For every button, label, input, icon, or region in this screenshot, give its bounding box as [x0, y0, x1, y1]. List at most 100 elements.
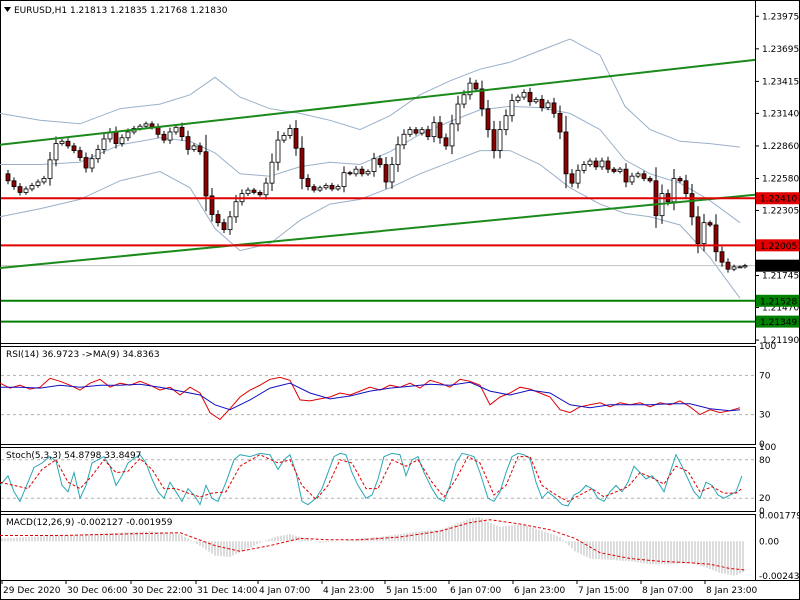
- candle-body: [683, 180, 689, 194]
- price-tick-label: 1.22305: [762, 206, 799, 216]
- candle-body: [383, 164, 389, 183]
- candle-body: [209, 195, 215, 215]
- time-tick-label: 29 Dec 2020: [3, 586, 61, 596]
- candle-body: [467, 82, 473, 96]
- candle-body: [95, 149, 101, 160]
- candle-body: [623, 168, 629, 183]
- price-tick-label: 1.21745: [762, 272, 799, 282]
- candle-body: [155, 126, 161, 135]
- candle-body: [65, 140, 71, 147]
- candle-body: [305, 178, 311, 188]
- candle-body: [359, 168, 365, 175]
- candle-body: [719, 251, 725, 263]
- bollinger-lower-line: [0, 150, 741, 299]
- time-tick-label: 30 Dec 22:00: [132, 586, 193, 596]
- candle-body: [101, 138, 107, 150]
- rsi-line: [0, 376, 741, 421]
- candle-body: [215, 214, 221, 224]
- time-tick-label: 8 Jan 07:00: [642, 586, 694, 596]
- candle-body: [443, 137, 449, 147]
- candle-body: [521, 92, 527, 98]
- candle-body: [491, 129, 497, 151]
- candle-body: [419, 129, 425, 134]
- candle-body: [641, 173, 647, 179]
- candle-body: [533, 99, 539, 103]
- macd-tick-label: -0.002433: [759, 572, 800, 582]
- collapse-triangle-icon: [4, 7, 11, 12]
- candle-body: [545, 102, 551, 108]
- candle-body: [569, 173, 575, 184]
- candle-body: [611, 168, 617, 172]
- candle-body: [527, 92, 533, 103]
- time-tick-label: 31 Dec 14:00: [197, 586, 258, 596]
- candle-body: [563, 131, 569, 175]
- price-tick-label: 1.23415: [762, 77, 799, 87]
- time-tick-label: 7 Jan 15:00: [578, 586, 630, 596]
- candle-body: [293, 128, 299, 149]
- time-tick-label: 8 Jan 23:00: [706, 586, 758, 596]
- candle-body: [191, 145, 197, 150]
- stoch-header: Stoch(5,3,3) 54.8798 33.8497: [6, 451, 141, 461]
- candle-body: [287, 128, 293, 136]
- time-tick-label: 30 Dec 06:00: [67, 586, 128, 596]
- candle-body: [35, 181, 41, 186]
- pane-frame-stoch: [0, 447, 756, 512]
- candle-body: [587, 160, 593, 165]
- candle-body: [509, 100, 515, 117]
- candle-body: [689, 193, 695, 218]
- candle-body: [143, 123, 149, 127]
- stoch-signal-line: [0, 454, 743, 502]
- candle-body: [77, 150, 83, 158]
- rsi-tick-label: 100: [759, 342, 776, 352]
- candle-body: [581, 164, 587, 171]
- candle-body: [263, 182, 269, 196]
- candle-body: [257, 192, 263, 196]
- candle-body: [485, 108, 491, 131]
- candle-body: [245, 189, 251, 194]
- bollinger-middle-line: [0, 105, 741, 224]
- candle-body: [227, 216, 233, 231]
- rsi-tick-label: 0: [759, 440, 765, 450]
- candle-body: [473, 82, 479, 90]
- candle-body: [449, 123, 455, 147]
- candle-body: [407, 129, 413, 135]
- candle-body: [479, 88, 485, 110]
- candle-body: [173, 126, 179, 133]
- macd-signal-line: [0, 519, 746, 571]
- candle-body: [89, 158, 95, 169]
- stoch-main-line: [0, 452, 743, 507]
- candle-body: [731, 266, 737, 270]
- candle-body: [161, 133, 167, 141]
- candle-body: [233, 201, 239, 218]
- candle-body: [335, 186, 341, 190]
- price-badge: [756, 259, 799, 272]
- candle-body: [41, 178, 47, 183]
- candle-body: [371, 158, 377, 172]
- candle-body: [71, 145, 77, 151]
- candle-body: [221, 222, 227, 231]
- candle-body: [329, 185, 335, 190]
- candle-body: [113, 131, 119, 144]
- candle-body: [539, 99, 545, 108]
- price-badge-label: 1.21349: [760, 318, 797, 328]
- price-badge-label: 1.22410: [760, 195, 797, 205]
- candle-body: [455, 103, 461, 125]
- candle-body: [365, 171, 371, 175]
- candle-body: [617, 168, 623, 172]
- candle-body: [395, 144, 401, 165]
- macd-header: MACD(12,26,9) -0.002127 -0.001959: [6, 518, 173, 528]
- candle-body: [515, 96, 521, 101]
- candle-body: [5, 173, 11, 182]
- candle-body: [311, 186, 317, 191]
- candle-body: [677, 178, 683, 182]
- price-tick-label: 1.22860: [762, 142, 799, 152]
- candle-body: [185, 136, 191, 150]
- candle-body: [695, 216, 701, 244]
- price-badge: [756, 239, 799, 252]
- stoch-tick-label: 20: [759, 494, 771, 504]
- candle-body: [599, 160, 605, 168]
- candle-body: [11, 180, 17, 188]
- price-badge-label: 1.22005: [760, 242, 797, 252]
- candle-body: [23, 188, 29, 193]
- time-tick-label: 4 Jan 07:00: [259, 586, 311, 596]
